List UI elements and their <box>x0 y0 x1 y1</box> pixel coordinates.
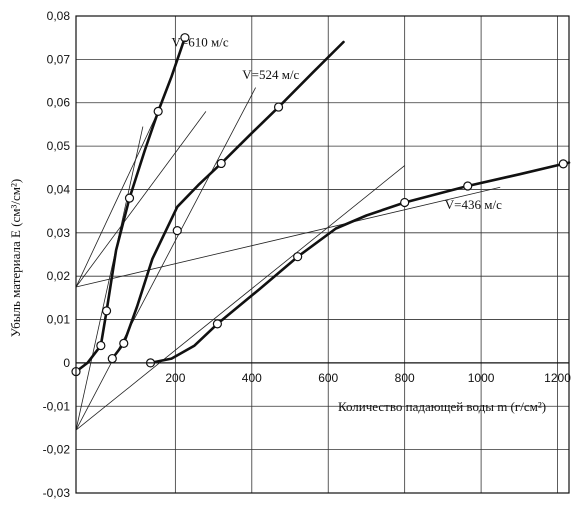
x-tick-label: 1000 <box>468 371 495 385</box>
data-point <box>216 158 226 169</box>
tangent-line <box>75 87 256 431</box>
y-tick-label: 0,01 <box>47 313 71 327</box>
tangent-line <box>75 111 159 288</box>
data-point <box>400 197 410 208</box>
data-point <box>119 338 129 348</box>
data-point <box>558 159 568 169</box>
tangent-line <box>75 126 144 431</box>
plot-frame <box>75 15 570 494</box>
x-tick-label: 1200 <box>544 371 571 385</box>
y-tick-label: 0,03 <box>47 226 71 240</box>
data-point <box>124 193 135 203</box>
grid-layer <box>76 15 569 494</box>
data-point <box>212 319 223 329</box>
y-axis-title: Убыль материала E (см³/см²) <box>8 179 23 338</box>
data-point <box>153 106 163 117</box>
y-tick-label: 0,06 <box>47 96 71 110</box>
x-tick-label: 800 <box>395 371 415 385</box>
y-tick-label: 0,05 <box>47 139 71 153</box>
x-axis-title: Количество падающей воды m (г/см²) <box>338 399 546 414</box>
tangent-line <box>75 111 207 288</box>
y-tick-label: -0,03 <box>43 486 71 500</box>
series-label: V=436 м/с <box>445 197 502 212</box>
series-curve <box>74 36 187 373</box>
axes-layer <box>75 15 570 494</box>
y-tick-label: 0,04 <box>47 182 71 196</box>
y-tick-label: 0,08 <box>47 9 71 23</box>
data-point <box>96 340 106 351</box>
x-tick-label: 600 <box>318 371 338 385</box>
data-point <box>101 306 112 316</box>
data-point <box>293 252 303 262</box>
tangent-line <box>75 165 405 431</box>
x-tick-label: 400 <box>242 371 262 385</box>
y-tick-label: -0,02 <box>43 443 71 457</box>
tangent-line <box>75 186 501 288</box>
series-curve <box>111 40 345 360</box>
series-curve <box>149 161 571 365</box>
data-point <box>172 226 182 236</box>
y-tick-label: -0,01 <box>43 399 71 413</box>
labels-layer: -0,03 -0,02 -0,01 0 0,01 0,02 0,03 0,04 0,05 0,06… <box>43 9 572 500</box>
data-point <box>273 102 284 112</box>
data-point <box>107 353 117 364</box>
x-tick-label: 200 <box>165 371 185 385</box>
series-label: V=524 м/с <box>242 67 299 82</box>
curves-layer <box>74 36 571 373</box>
y-tick-label: 0,07 <box>47 52 71 66</box>
y-tick-label: 0,02 <box>47 269 71 283</box>
series-label: V=610 м/с <box>172 34 229 49</box>
y-tick-label: 0 <box>63 356 70 370</box>
data-point <box>463 181 473 191</box>
tangent-lines-layer <box>75 87 501 431</box>
data-point <box>180 33 190 43</box>
